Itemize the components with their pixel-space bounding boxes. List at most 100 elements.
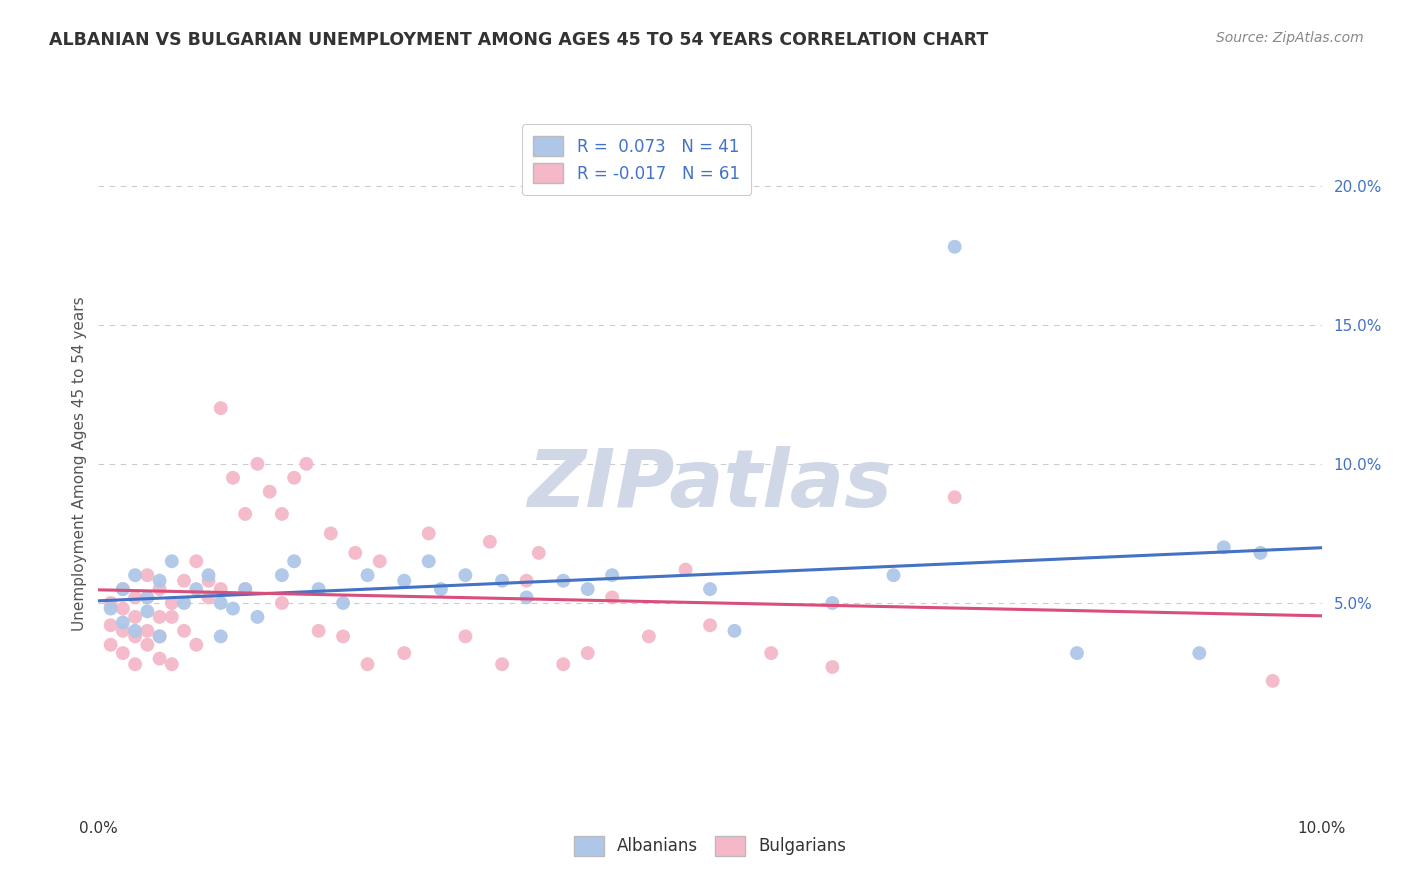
Point [270, 596, 292, 610]
Point [160, 657, 183, 672]
Point [356, 568, 378, 582]
Point [197, 568, 219, 582]
Point [600, 591, 623, 605]
Point [124, 657, 146, 672]
Point [209, 629, 232, 643]
Point [516, 591, 538, 605]
Point [136, 638, 159, 652]
Point [111, 624, 134, 638]
Point [516, 574, 538, 588]
Point [491, 574, 513, 588]
Point [149, 574, 172, 588]
Point [111, 646, 134, 660]
Point [209, 401, 232, 416]
Point [392, 574, 416, 588]
Point [136, 568, 159, 582]
Point [699, 618, 721, 632]
Point [149, 582, 172, 596]
Text: Source: ZipAtlas.com: Source: ZipAtlas.com [1216, 31, 1364, 45]
Point [723, 624, 745, 638]
Point [173, 596, 195, 610]
Point [270, 568, 292, 582]
Point [1261, 673, 1284, 688]
Point [368, 554, 391, 568]
Point [418, 526, 440, 541]
Point [821, 596, 844, 610]
Point [100, 618, 122, 632]
Point [295, 457, 318, 471]
Point [197, 574, 219, 588]
Point [111, 615, 134, 630]
Point [283, 554, 305, 568]
Point [454, 568, 477, 582]
Point [430, 582, 453, 596]
Point [270, 507, 292, 521]
Point [344, 546, 367, 560]
Point [943, 490, 966, 504]
Point [478, 534, 501, 549]
Point [821, 660, 844, 674]
Point [100, 638, 122, 652]
Point [246, 610, 269, 624]
Point [197, 591, 219, 605]
Point [418, 554, 440, 568]
Point [1188, 646, 1211, 660]
Text: ALBANIAN VS BULGARIAN UNEMPLOYMENT AMONG AGES 45 TO 54 YEARS CORRELATION CHART: ALBANIAN VS BULGARIAN UNEMPLOYMENT AMONG… [49, 31, 988, 49]
Point [759, 646, 782, 660]
Point [308, 582, 330, 596]
Point [136, 604, 159, 618]
Point [111, 582, 134, 596]
Point [527, 546, 550, 560]
Point [392, 646, 416, 660]
Point [186, 638, 208, 652]
Point [675, 563, 697, 577]
Point [222, 471, 245, 485]
Point [100, 601, 122, 615]
Point [160, 596, 183, 610]
Point [124, 568, 146, 582]
Point [149, 651, 172, 665]
Point [576, 646, 599, 660]
Point [136, 591, 159, 605]
Point [356, 657, 378, 672]
Point [332, 629, 354, 643]
Point [149, 610, 172, 624]
Legend: R =  0.073   N = 41, R = -0.017   N = 61: R = 0.073 N = 41, R = -0.017 N = 61 [522, 124, 751, 195]
Point [943, 240, 966, 254]
Point [283, 471, 305, 485]
Point [553, 657, 575, 672]
Point [1066, 646, 1088, 660]
Point [124, 610, 146, 624]
Point [173, 574, 195, 588]
Point [1212, 541, 1234, 555]
Point [246, 457, 269, 471]
Point [233, 507, 256, 521]
Point [1249, 546, 1271, 560]
Point [186, 554, 208, 568]
Point [173, 624, 195, 638]
Point [111, 582, 134, 596]
Point [149, 629, 172, 643]
Point [491, 657, 513, 672]
Point [100, 596, 122, 610]
Point [149, 629, 172, 643]
Point [136, 624, 159, 638]
Point [699, 582, 721, 596]
Point [332, 596, 354, 610]
Point [553, 574, 575, 588]
Point [637, 629, 661, 643]
Point [124, 629, 146, 643]
Text: ZIPatlas: ZIPatlas [527, 446, 893, 524]
Point [319, 526, 342, 541]
Point [308, 624, 330, 638]
Point [259, 484, 281, 499]
Point [186, 582, 208, 596]
Point [576, 582, 599, 596]
Point [111, 601, 134, 615]
Point [233, 582, 256, 596]
Point [883, 568, 905, 582]
Point [209, 582, 232, 596]
Point [233, 582, 256, 596]
Point [160, 554, 183, 568]
Point [124, 591, 146, 605]
